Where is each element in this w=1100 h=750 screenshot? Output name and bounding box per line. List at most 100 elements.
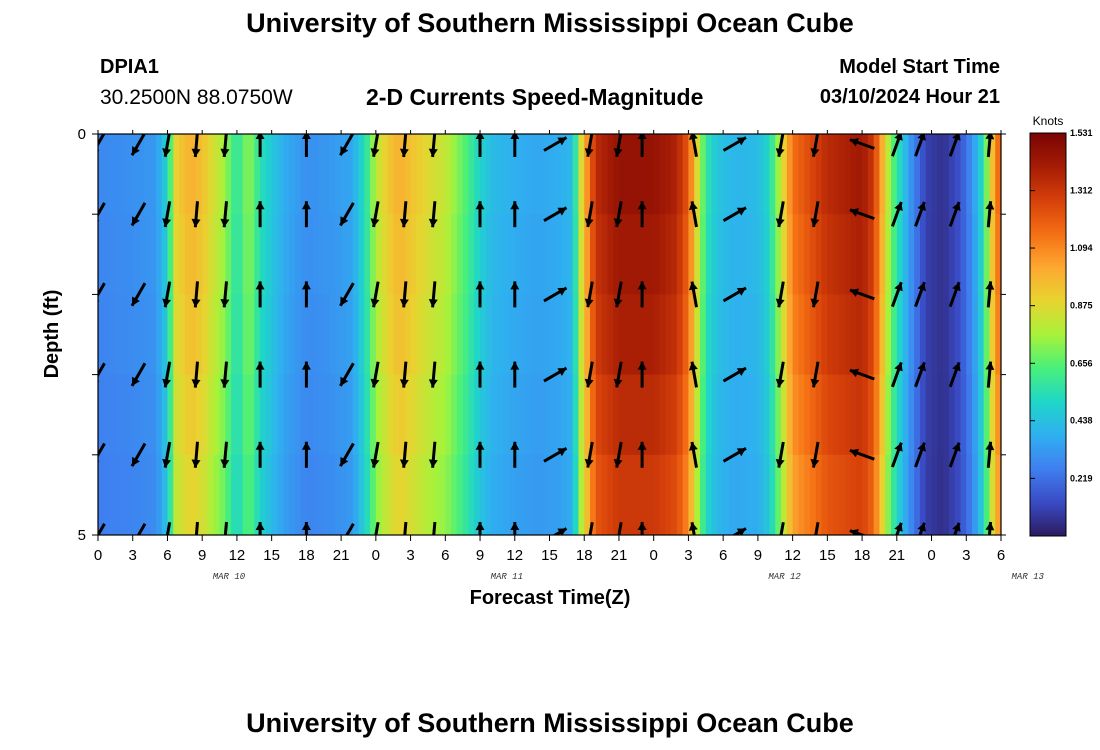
- heatmap-cell: [532, 374, 539, 456]
- heatmap-cell: [601, 214, 608, 295]
- heatmap-cell: [618, 454, 626, 535]
- current-vector: [339, 282, 355, 307]
- heatmap-cell: [179, 374, 186, 456]
- heatmap-cell: [769, 454, 776, 535]
- heatmap-cell: [995, 214, 1001, 295]
- heatmap-cell: [844, 374, 852, 456]
- heatmap-cell: [972, 374, 979, 456]
- heatmap-cells: [98, 134, 1001, 535]
- heatmap-cell: [370, 134, 377, 215]
- current-vector: [220, 441, 230, 468]
- heatmap-cell: [711, 454, 718, 535]
- heatmap-cell: [312, 374, 319, 456]
- heatmap-cell: [885, 374, 892, 456]
- heatmap-cell: [931, 134, 938, 215]
- current-vector: [890, 361, 903, 388]
- heatmap-cell: [804, 454, 811, 535]
- heatmap-cell: [306, 454, 313, 535]
- heatmap-cell: [891, 214, 898, 295]
- heatmap-cell: [572, 374, 580, 456]
- heatmap-cell: [537, 454, 545, 535]
- heatmap-cell: [954, 374, 962, 456]
- heatmap-cell: [775, 454, 782, 535]
- heatmap-cell: [856, 374, 863, 456]
- heatmap-cell: [561, 214, 568, 295]
- current-vector: [775, 361, 785, 388]
- heatmap-cell: [370, 294, 377, 376]
- heatmap-cell: [815, 294, 823, 376]
- heatmap-cell: [300, 294, 307, 376]
- current-vector: [475, 522, 485, 535]
- heatmap-cell: [329, 214, 336, 295]
- heatmap-cell: [242, 214, 250, 295]
- heatmap-cell: [833, 374, 840, 456]
- heatmap-cell: [630, 374, 637, 456]
- heatmap-cell: [352, 374, 360, 456]
- heatmap-cell: [607, 294, 614, 376]
- heatmap-cell: [728, 294, 736, 376]
- heatmap-cell: [613, 374, 620, 456]
- current-vector: [637, 361, 647, 388]
- current-vector: [543, 286, 568, 303]
- heatmap-cell: [700, 294, 707, 376]
- heatmap-cell: [335, 214, 342, 295]
- heatmap-cell: [642, 214, 649, 295]
- heatmap-cell: [873, 374, 881, 456]
- heatmap-cell: [769, 214, 776, 295]
- heatmap-cell: [352, 294, 360, 376]
- heatmap-cell: [844, 214, 852, 295]
- heatmap-cell: [497, 134, 504, 215]
- heatmap-cell: [728, 454, 736, 535]
- heatmap-cell: [312, 214, 319, 295]
- heatmap-cell: [688, 134, 695, 215]
- heatmap-cell: [196, 374, 203, 456]
- heatmap-cell: [676, 454, 684, 535]
- heatmap-cell: [439, 294, 446, 376]
- heatmap-cell: [804, 294, 811, 376]
- heatmap-cell: [497, 374, 504, 456]
- heatmap-cell: [445, 214, 452, 295]
- heatmap-cell: [179, 134, 186, 215]
- heatmap-cell: [798, 454, 805, 535]
- heatmap-cell: [213, 374, 221, 456]
- heatmap-cell: [225, 374, 232, 456]
- x-tick-label: 21: [888, 547, 905, 564]
- heatmap-cell: [393, 134, 400, 215]
- heatmap-cell: [902, 214, 909, 295]
- heatmap-cell: [989, 294, 996, 376]
- heatmap-cell: [827, 214, 834, 295]
- heatmap-cell: [323, 214, 331, 295]
- heatmap-cell: [561, 454, 568, 535]
- x-tick-label: 6: [441, 547, 449, 564]
- heatmap-cell: [943, 294, 950, 376]
- heatmap-cell: [792, 214, 800, 295]
- heatmap-cell: [618, 374, 626, 456]
- heatmap-cell: [862, 214, 869, 295]
- current-vector: [543, 366, 568, 383]
- heatmap-cell: [723, 294, 730, 376]
- heatmap-cell: [427, 134, 435, 215]
- heatmap-cell: [636, 214, 643, 295]
- heatmap-cell: [705, 134, 713, 215]
- heatmap-cell: [711, 134, 718, 215]
- heatmap-cell: [126, 214, 134, 295]
- heatmap-cell: [972, 134, 979, 215]
- heatmap-cell: [595, 134, 603, 215]
- heatmap-cell: [289, 294, 296, 376]
- heatmap-cell: [323, 134, 331, 215]
- heatmap-cell: [665, 214, 672, 295]
- current-vector: [165, 521, 172, 535]
- heatmap-cell: [346, 134, 354, 215]
- footer-title: University of Southern Mississippi Ocean…: [246, 708, 854, 738]
- heatmap-cell: [740, 294, 747, 376]
- heatmap-cell: [948, 214, 956, 295]
- heatmap-cell: [184, 214, 192, 295]
- x-tick-label: 6: [163, 547, 171, 564]
- heatmap-cell: [115, 294, 122, 376]
- heatmap-cell: [416, 214, 423, 295]
- heatmap-cell: [103, 214, 111, 295]
- x-tick-label: 12: [784, 547, 801, 564]
- current-vector: [191, 134, 201, 158]
- heatmap-cell: [908, 214, 915, 295]
- current-vector: [428, 201, 438, 228]
